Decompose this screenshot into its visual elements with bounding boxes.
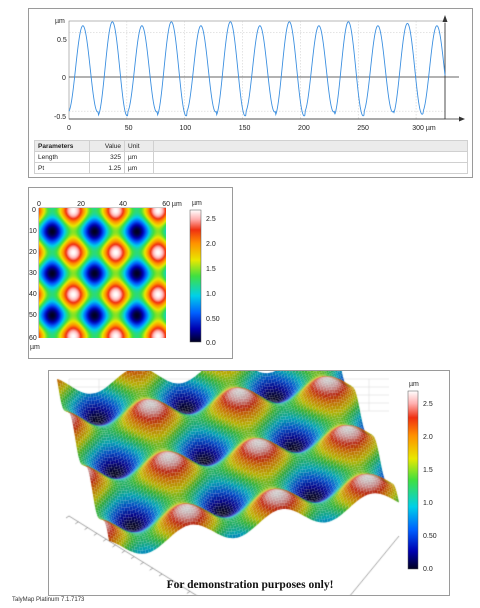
colorbar-tick: 1.0 (206, 291, 216, 298)
y-tick-label: 0 (32, 207, 36, 214)
param-name: Pt (34, 162, 90, 174)
header-spacer (153, 140, 468, 152)
footer-version: TalyMap Platinum 7.1.7173 (12, 597, 85, 603)
y-tick-label: -0.5 (54, 114, 66, 121)
y-unit-label: µm (55, 18, 65, 25)
table-row: Pt 1.25 µm (34, 162, 468, 174)
y-tick-label: 20 (29, 249, 37, 256)
parameters-table: Parameters Value Unit Length 325 µm Pt 1… (34, 140, 468, 174)
y-tick-label: 50 (29, 312, 37, 319)
y-tick-label: 0.5 (57, 37, 67, 44)
header-value: Value (89, 140, 125, 152)
profile-panel: µm 0.5 0 -0.5 0 50 100 150 200 250 300 µ… (28, 8, 473, 178)
surface-3d-image (49, 371, 449, 595)
profile-series-line (68, 21, 446, 117)
x-tick-label: 50 (125, 125, 133, 132)
profile-chart: µm 0.5 0 -0.5 0 50 100 150 200 250 300 µ… (54, 15, 465, 132)
x-axis-arrow-icon (459, 116, 465, 122)
colorbar-tick: 2.0 (206, 241, 216, 248)
row-spacer (153, 151, 468, 163)
colorbar (407, 390, 419, 570)
param-unit: µm (124, 162, 154, 174)
x-tick-label: 200 (298, 125, 310, 132)
y-tick-label: 60 (29, 335, 37, 342)
param-value: 1.25 (89, 162, 125, 174)
colorbar-tick: 0.0 (206, 340, 216, 347)
x-tick-label: 60 µm (162, 201, 182, 208)
colorbar-tick: 1.0 (423, 500, 433, 507)
header-unit: Unit (124, 140, 154, 152)
colorbar-unit: µm (192, 200, 202, 207)
y-tick-label: 30 (29, 270, 37, 277)
y-unit-label: µm (30, 344, 40, 351)
x-tick-label: 20 (77, 201, 85, 208)
colorbar-tick: 1.5 (206, 266, 216, 273)
y-axis-arrow-icon (442, 15, 448, 22)
colorbar-tick: 0.50 (206, 316, 220, 323)
parameters-header-row: Parameters Value Unit (34, 140, 468, 152)
y-tick-label: 40 (29, 291, 37, 298)
x-tick-label: 0 (37, 201, 41, 208)
param-value: 325 (89, 151, 125, 163)
x-tick-label: 0 (67, 125, 71, 132)
map2d-chart: 0 20 40 60 µm 0 10 20 30 40 50 60 µm µm … (29, 200, 220, 351)
map2d-panel: 0 20 40 60 µm 0 10 20 30 40 50 60 µm µm … (28, 187, 233, 359)
header-parameters: Parameters (34, 140, 90, 152)
colorbar (189, 209, 202, 343)
profile-grid (69, 21, 445, 119)
colorbar-tick: 0.0 (423, 566, 433, 573)
param-unit: µm (124, 151, 154, 163)
x-tick-label: 250 (357, 125, 369, 132)
row-spacer (153, 162, 468, 174)
colorbar-tick: 1.5 (423, 467, 433, 474)
demo-watermark: For demonstration purposes only! (166, 579, 334, 591)
colorbar-tick: 2.5 (423, 401, 433, 408)
x-tick-label: 40 (119, 201, 127, 208)
x-tick-label: 300 µm (412, 125, 436, 132)
view3d-panel: µm 2.5 2.0 1.5 1.0 0.50 0.0 For demonstr… (48, 370, 450, 596)
colorbar-tick: 0.50 (423, 533, 437, 540)
param-name: Length (34, 151, 90, 163)
view3d-overlay: µm 2.5 2.0 1.5 1.0 0.50 0.0 (407, 381, 437, 573)
x-tick-label: 150 (239, 125, 251, 132)
plot-area (68, 20, 446, 120)
height-map-image (39, 208, 166, 338)
y-tick-label: 0 (62, 75, 66, 82)
colorbar-tick: 2.5 (206, 216, 216, 223)
colorbar-tick: 2.0 (423, 434, 433, 441)
x-tick-label: 100 (179, 125, 191, 132)
y-tick-label: 10 (29, 228, 37, 235)
table-row: Length 325 µm (34, 151, 468, 163)
colorbar-unit: µm (409, 381, 419, 388)
